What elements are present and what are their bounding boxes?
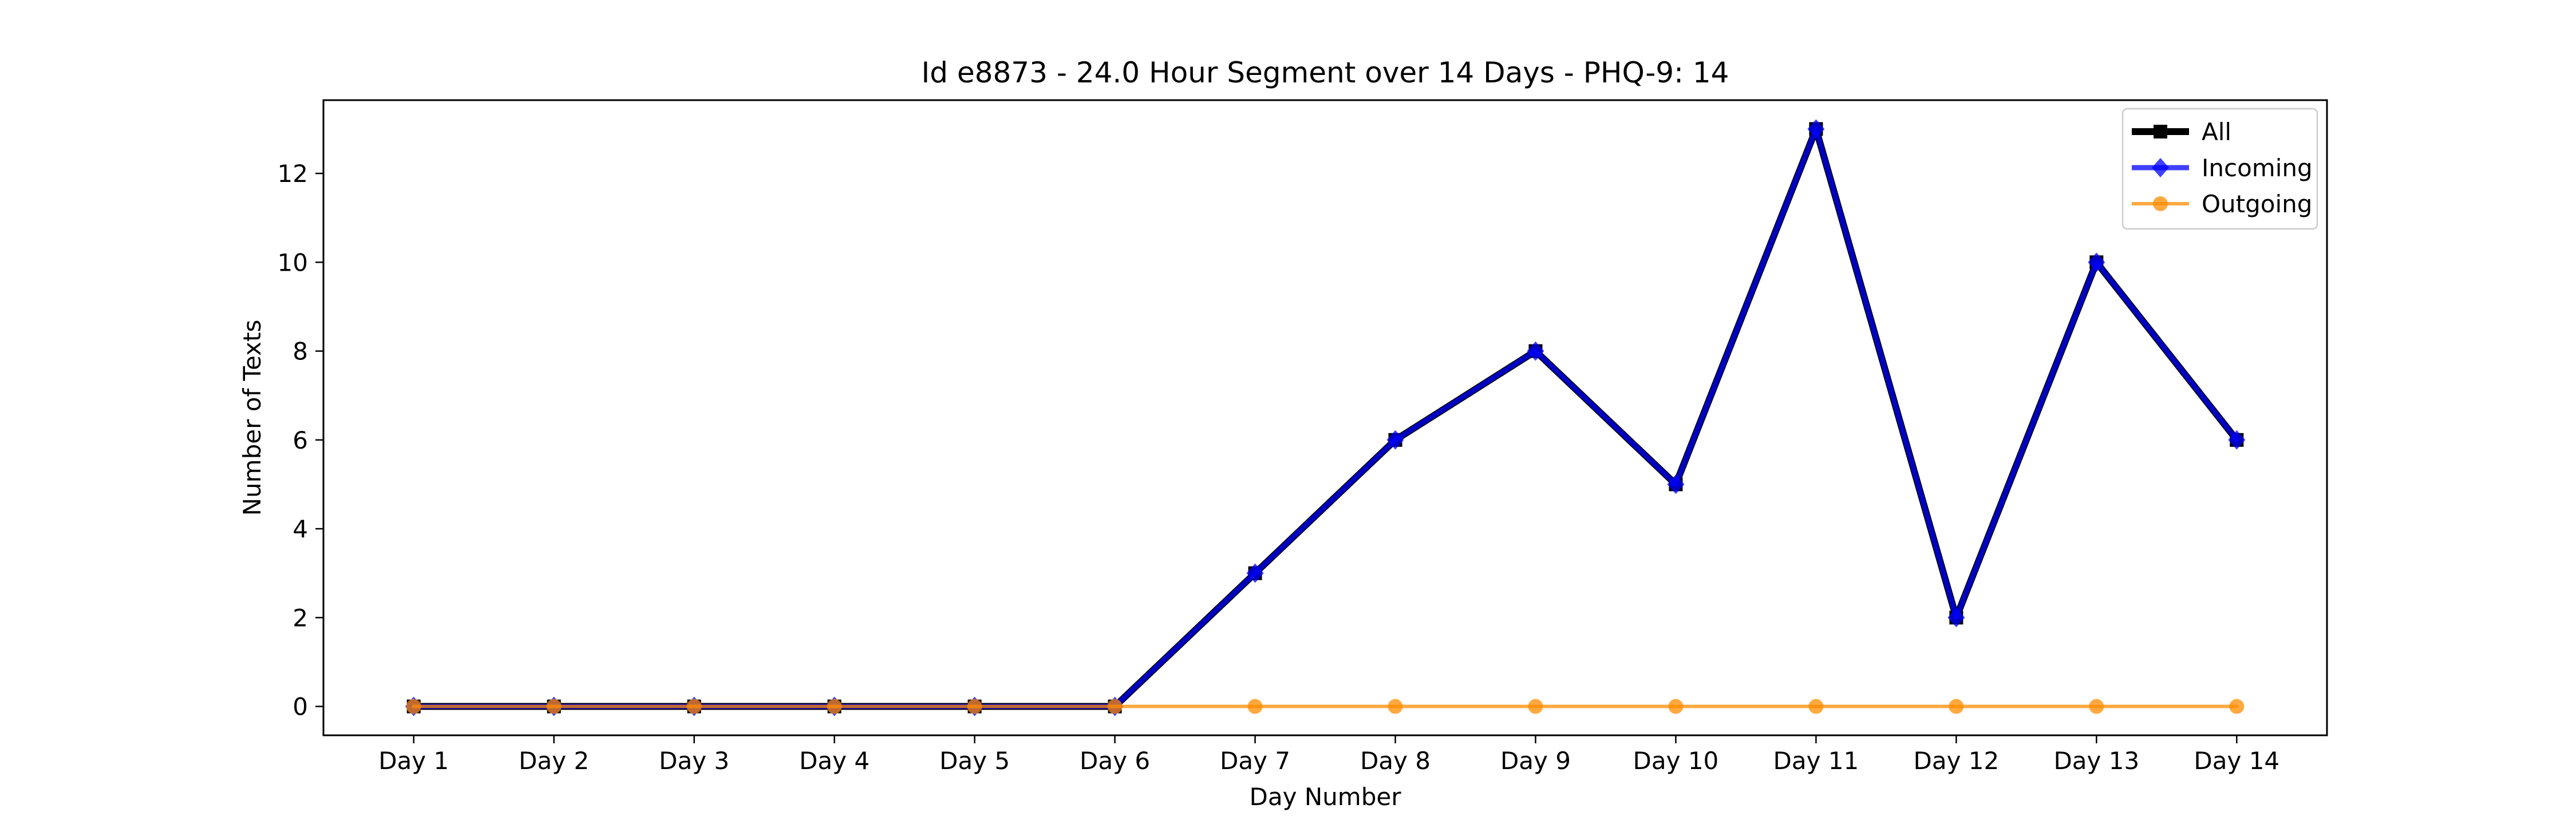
data-point [1949, 699, 1964, 714]
legend-entry: Outgoing [2132, 190, 2312, 218]
y-axis-label: Number of Texts [238, 320, 266, 516]
data-point [2089, 699, 2104, 714]
x-tick-label: Day 14 [2194, 747, 2279, 775]
x-tick-label: Day 1 [378, 747, 449, 775]
y-tick-label: 8 [293, 338, 308, 366]
x-tick-label: Day 10 [1633, 747, 1719, 775]
x-tick-label: Day 2 [519, 747, 589, 775]
data-point [1527, 341, 1544, 361]
y-tick-label: 4 [293, 515, 308, 543]
data-point [2228, 430, 2246, 450]
data-point [2229, 699, 2245, 714]
legend-box [2121, 108, 2318, 230]
data-point [967, 699, 982, 714]
x-axis: Day 1 Day 2 Day 3 Day 4 Day 5 Day 6 Day 7 Day 8… [378, 735, 2279, 775]
x-tick-label: Day 8 [1360, 747, 1431, 775]
legend-label: Incoming [2202, 154, 2313, 182]
legend: All Incoming Outgoing [2121, 108, 2318, 230]
data-point [546, 699, 562, 714]
x-axis-label: Day Number [1249, 783, 1401, 811]
data-point [1247, 699, 1263, 714]
legend-label: Outgoing [2202, 190, 2312, 218]
data-point [1388, 699, 1403, 714]
x-tick-label: Day 13 [2053, 747, 2139, 775]
series-outgoing [406, 699, 2245, 714]
x-tick-label: Day 6 [1080, 747, 1150, 775]
data-point [1808, 699, 1824, 714]
x-tick-label: Day 9 [1500, 747, 1571, 775]
legend-label: All [2202, 118, 2231, 146]
y-tick-label: 10 [278, 248, 308, 276]
data-point [1807, 119, 1825, 139]
data-point [2154, 125, 2167, 138]
y-tick-label: 0 [293, 693, 308, 721]
legend-entry: All [2132, 118, 2231, 146]
data-point [1947, 608, 1965, 628]
x-tick-label: Day 5 [939, 747, 1010, 775]
x-tick-label: Day 7 [1220, 747, 1290, 775]
data-point [1386, 430, 1404, 450]
x-tick-label: Day 11 [1773, 747, 1859, 775]
x-tick-label: Day 3 [659, 747, 729, 775]
y-tick-label: 12 [278, 160, 308, 188]
data-point [406, 699, 421, 714]
x-tick-label: Day 12 [1913, 747, 1999, 775]
data-point [686, 699, 702, 714]
y-tick-label: 2 [293, 604, 308, 632]
y-tick-label: 6 [293, 426, 308, 454]
plot-frame [322, 99, 2328, 736]
data-point [1668, 699, 1684, 714]
data-point [1528, 699, 1543, 714]
data-point [2153, 196, 2168, 211]
y-axis: 0 2 4 6 8 10 12 [278, 160, 323, 721]
chart-title: Id e8873 - 24.0 Hour Segment over 14 Day… [922, 56, 1729, 89]
data-point [1246, 563, 1264, 583]
data-point [1107, 699, 1123, 714]
data-point [1667, 474, 1685, 494]
data-point [2152, 158, 2169, 177]
data-point [2088, 252, 2105, 272]
x-tick-label: Day 4 [799, 747, 870, 775]
plot-area [405, 119, 2246, 716]
legend-entry: Incoming [2132, 154, 2313, 182]
data-point [827, 699, 842, 714]
